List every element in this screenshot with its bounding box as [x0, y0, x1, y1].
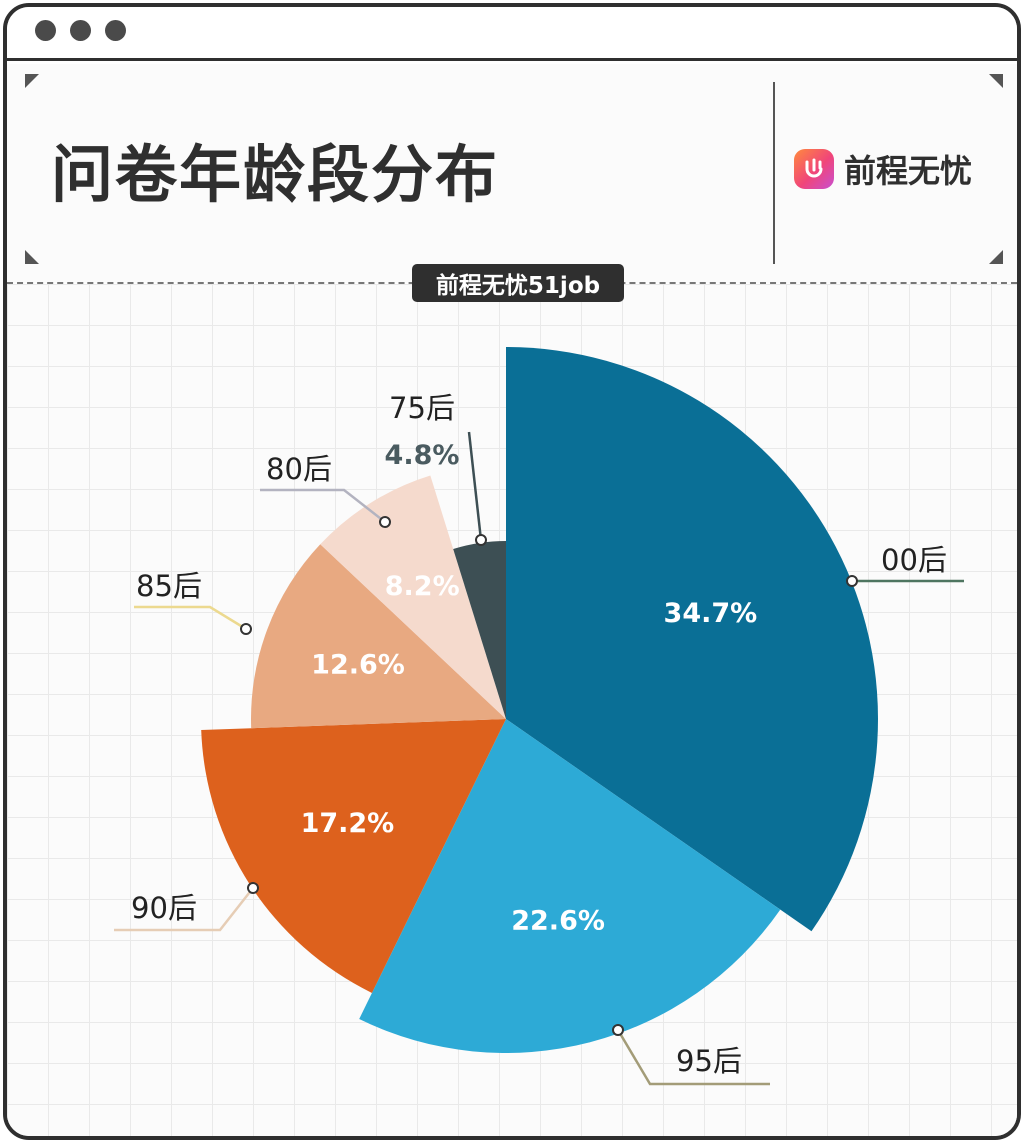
- watermark-badge: 前程无忧51job: [412, 264, 624, 302]
- leader-line: [260, 488, 386, 523]
- window-dot-icon: [105, 20, 126, 41]
- leader-line: [467, 431, 483, 541]
- brand: 前程无忧: [794, 146, 972, 192]
- category-label: 90后: [131, 891, 197, 925]
- pie-slice-2: [359, 719, 781, 1054]
- leader-line: [134, 605, 247, 631]
- category-label: 85后: [136, 569, 202, 603]
- corner-mark-icon: [989, 250, 1003, 264]
- leader-line: [114, 887, 254, 932]
- pie-value-label: 4.8%: [385, 440, 460, 471]
- pie-slice-3: [201, 719, 506, 993]
- category-label: 95后: [676, 1044, 742, 1078]
- brand-logo-icon: [794, 149, 834, 189]
- pie-slice-4: [250, 544, 506, 729]
- header-divider: [773, 82, 775, 264]
- corner-mark-icon: [25, 74, 39, 88]
- category-label: 75后: [389, 391, 455, 425]
- leader-dot: [240, 623, 252, 635]
- leader-dot: [846, 575, 858, 587]
- leader-dot: [612, 1024, 624, 1036]
- corner-mark-icon: [989, 74, 1003, 88]
- pie-value-label: 34.7%: [664, 598, 758, 629]
- leader-line: [616, 1029, 770, 1086]
- brand-name: 前程无忧: [844, 152, 973, 190]
- corner-mark-icon: [25, 250, 39, 264]
- pie-value-label: 8.2%: [385, 571, 460, 602]
- category-label: 80后: [266, 452, 332, 486]
- pie-value-label: 17.2%: [301, 808, 395, 839]
- pie-chart: 34.7% 22.6% 17.2% 12.6% 8.2% 00后 95后 90后 85后 80后 7…: [114, 347, 964, 1086]
- window-dot-icon: [35, 20, 56, 41]
- pie-slice-6: [453, 541, 506, 719]
- pie-value-label: 12.6%: [311, 649, 405, 680]
- browser-window: 问卷年龄段分布 前程无忧 前程无忧51job 34.7% 22.6% 17.2% 12…: [3, 3, 1021, 1140]
- leader-dot: [379, 516, 391, 528]
- page-title: 问卷年龄段分布: [51, 138, 500, 211]
- window-titlebar: [7, 7, 1017, 61]
- header-panel: 问卷年龄段分布 前程无忧: [7, 64, 1017, 283]
- pie-slice-1: [506, 347, 878, 932]
- category-label: 00后: [881, 543, 947, 577]
- pie-value-label: 22.6%: [511, 905, 605, 936]
- pie-slice-5: [320, 475, 506, 719]
- leader-dot: [475, 534, 487, 546]
- leader-dot: [247, 882, 259, 894]
- window-dot-icon: [70, 20, 91, 41]
